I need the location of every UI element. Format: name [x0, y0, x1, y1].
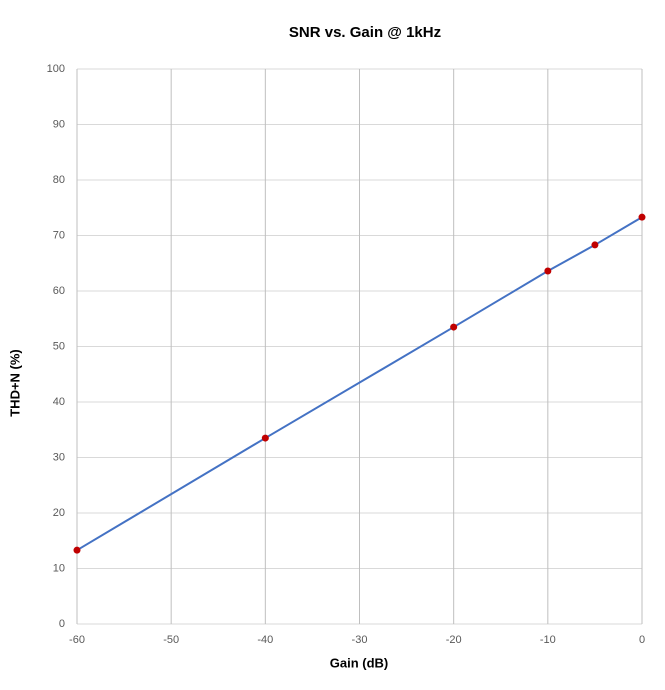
y-tick-label: 100	[47, 63, 65, 75]
marker	[544, 267, 552, 275]
x-tick-label: -20	[446, 634, 462, 646]
y-tick-label: 0	[59, 618, 65, 630]
marker	[638, 213, 646, 221]
y-tick-label: 40	[53, 396, 65, 408]
y-tick-label: 50	[53, 340, 65, 352]
marker	[73, 546, 81, 554]
line	[76, 216, 643, 552]
y-tick-label: 60	[53, 285, 65, 297]
x-tick-label: -40	[257, 634, 273, 646]
y-tick-label: 70	[53, 229, 65, 241]
y-axis-label: THD+N (%)	[7, 349, 22, 417]
chart-title: SNR vs. Gain @ 1kHz	[289, 24, 441, 41]
marker	[261, 434, 269, 442]
x-tick-label: -10	[540, 634, 556, 646]
x-tick-label: 0	[639, 634, 645, 646]
y-tick-label: 20	[53, 507, 65, 519]
x-axis-label: Gain (dB)	[330, 655, 389, 670]
marker	[591, 241, 599, 249]
marker	[450, 323, 458, 331]
x-tick-label: -60	[69, 634, 85, 646]
y-tick-label: 90	[53, 118, 65, 130]
x-tick-label: -50	[163, 634, 179, 646]
y-tick-label: 10	[53, 562, 65, 574]
x-tick-label: -30	[352, 634, 368, 646]
y-tick-label: 80	[53, 174, 65, 186]
y-tick-label: 30	[53, 451, 65, 463]
